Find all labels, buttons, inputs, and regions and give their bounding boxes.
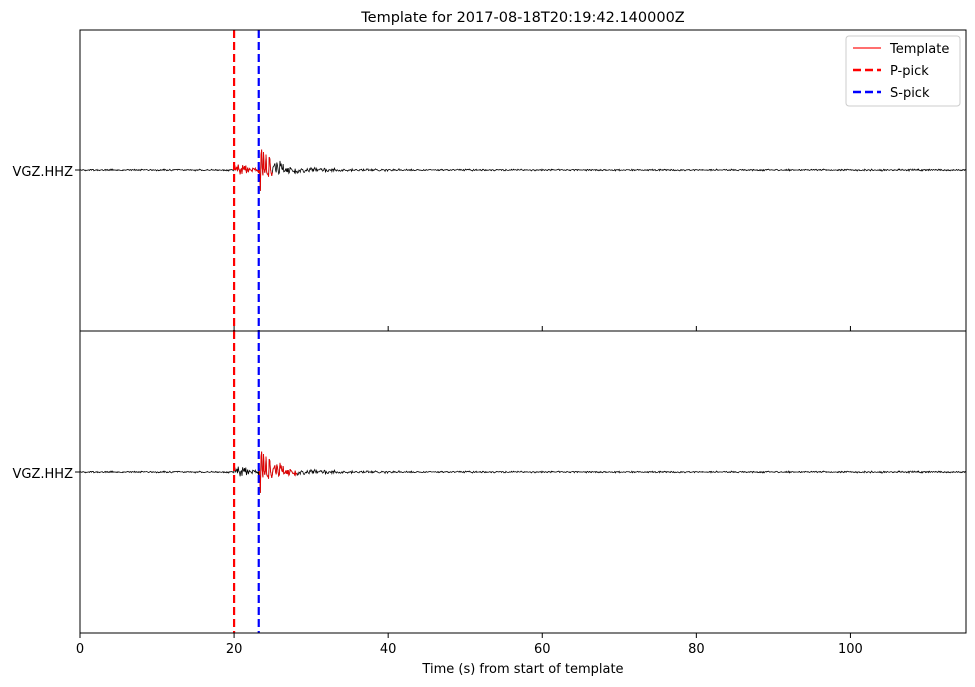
x-tick-label: 80 [688,642,705,657]
legend-p-pick-label: P-pick [890,64,929,79]
x-axis-label: Time (s) from start of template [421,662,623,677]
template-trace [258,451,298,493]
continuous-trace [79,451,967,493]
channel-label-bottom: VGZ.HHZ [13,467,74,482]
legend-template-label: Template [889,42,949,57]
x-tick-label: 20 [226,642,243,657]
chart-title: Template for 2017-08-18T20:19:42.140000Z [360,10,685,26]
legend-box [845,35,961,107]
template-trace [234,149,273,191]
panel-top [79,30,967,331]
continuous-trace [79,149,967,191]
x-tick-label: 60 [534,642,551,657]
x-tick-label: 40 [380,642,397,657]
x-tick-label: 100 [838,642,863,657]
panel-bottom-frame [79,330,967,634]
x-axis-ticks: 0 20 40 60 80 100 [76,326,863,657]
ytick-label-bottom: VGZ.HHZ [13,467,80,482]
legend: Template P-pick S-pick [845,35,961,107]
ytick-label-top: VGZ.HHZ [13,165,80,180]
x-tick-label: 0 [76,642,84,657]
legend-s-pick-label: S-pick [890,86,930,101]
panel-bottom [79,331,967,633]
channel-label-top: VGZ.HHZ [13,165,74,180]
